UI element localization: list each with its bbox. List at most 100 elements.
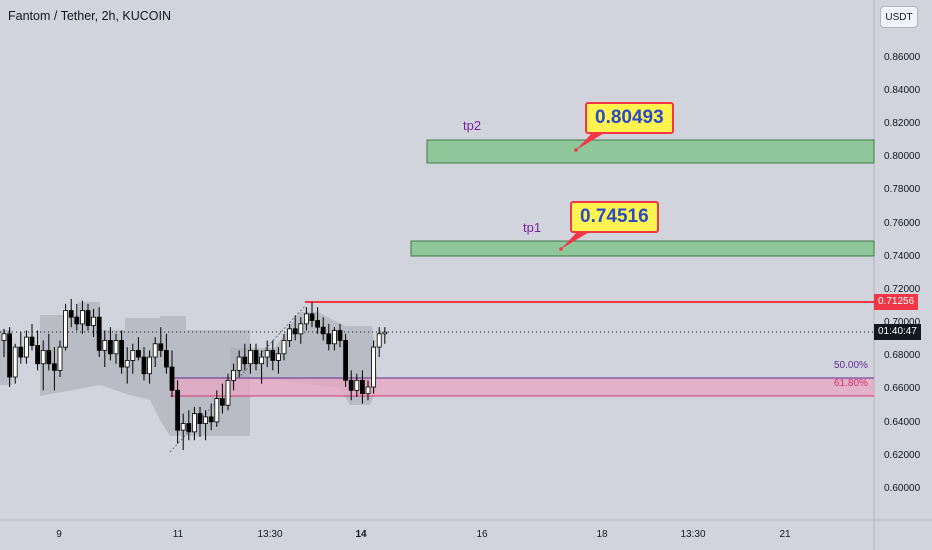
time-tick: 9 (56, 529, 62, 540)
candle (1, 328, 7, 358)
candle (163, 333, 169, 374)
candle (23, 330, 29, 364)
candle (96, 307, 102, 358)
candle (337, 323, 343, 348)
price-tick: 0.60000 (884, 483, 921, 494)
candle-body (292, 328, 298, 335)
candle-body (80, 310, 85, 325)
tp2-callout[interactable]: 0.80493 (585, 102, 674, 134)
candle (57, 340, 63, 378)
fib-50-label: 50.00% (834, 360, 868, 371)
tp2-zone[interactable] (426, 139, 875, 164)
candle-body (236, 356, 242, 371)
candle (68, 298, 74, 328)
tp1-zone[interactable] (410, 240, 875, 257)
candle-body (264, 350, 270, 358)
candle-body (298, 323, 304, 335)
candle-body (63, 310, 68, 348)
candle (40, 340, 46, 391)
time-tick: 16 (476, 529, 488, 540)
candle (63, 303, 68, 351)
candle (119, 330, 124, 374)
candle-body (348, 379, 354, 391)
time-tick: 21 (779, 529, 791, 540)
candle (52, 347, 57, 391)
candle-body (102, 340, 108, 351)
time-tick: 18 (596, 529, 608, 540)
candle-body (242, 356, 248, 365)
fib-zone[interactable] (170, 378, 874, 396)
candle-body (74, 316, 80, 325)
candle (382, 327, 388, 344)
tp1-label: tp1 (523, 220, 542, 235)
candle-body (40, 350, 46, 365)
candle (186, 410, 192, 441)
candle-body (343, 340, 349, 381)
candle (343, 333, 349, 387)
candle (152, 337, 158, 368)
tp1-callout[interactable]: 0.74516 (570, 201, 659, 233)
candle-body (1, 333, 7, 341)
chart-title: Fantom / Tether, 2h, KUCOIN (8, 9, 172, 23)
currency-button[interactable]: USDT (880, 6, 918, 28)
candle (225, 373, 231, 411)
candle-body (203, 416, 209, 424)
tp2-label: tp2 (463, 118, 482, 133)
candle-body (18, 346, 24, 358)
candle (203, 410, 209, 441)
candle-body (320, 326, 326, 335)
candle (214, 390, 220, 427)
candle (253, 343, 259, 371)
fib-618-label: 61.80% (834, 378, 868, 389)
candle-body (315, 320, 321, 328)
candle (326, 323, 332, 351)
candle (7, 327, 12, 387)
candle-body (303, 313, 309, 325)
candle (309, 302, 315, 328)
candle (175, 380, 181, 444)
time-tick: 13:30 (680, 529, 706, 540)
candle (147, 350, 153, 384)
price-tick: 0.70000 (884, 317, 921, 328)
candle-body (147, 356, 153, 375)
candle (197, 406, 203, 437)
candle (80, 300, 85, 334)
candle (331, 327, 337, 351)
candle-body (281, 340, 287, 355)
candle (348, 370, 354, 401)
candle (35, 330, 40, 371)
candle-body (108, 340, 113, 355)
countdown-tag: 01:40:47 (874, 324, 921, 340)
candle-body (270, 350, 276, 361)
candle (303, 307, 309, 331)
candle (135, 337, 141, 361)
candle-body (331, 330, 337, 345)
time-tick: 13:30 (257, 529, 283, 540)
candle-body (52, 363, 57, 371)
candle-body (23, 336, 29, 358)
candle-body (275, 353, 281, 361)
candle (270, 340, 276, 371)
candle (85, 303, 91, 331)
price-tick: 0.64000 (884, 417, 921, 428)
candle (236, 350, 242, 378)
candle-body (180, 423, 186, 431)
candle (102, 330, 108, 368)
candle-body (337, 330, 343, 341)
candle (46, 333, 52, 371)
resistance-price-tag: 0.71256 (874, 294, 919, 310)
price-tick: 0.82000 (884, 118, 921, 129)
candle (359, 370, 365, 404)
candle (242, 343, 248, 371)
candle (292, 315, 298, 341)
candle-body (135, 350, 141, 358)
price-tick: 0.62000 (884, 450, 921, 461)
candle-body (231, 369, 237, 381)
price-tick: 0.68000 (884, 350, 921, 361)
candle-body (208, 416, 214, 423)
candle (320, 317, 326, 341)
candle-body (359, 379, 365, 395)
candle-body (219, 398, 225, 406)
